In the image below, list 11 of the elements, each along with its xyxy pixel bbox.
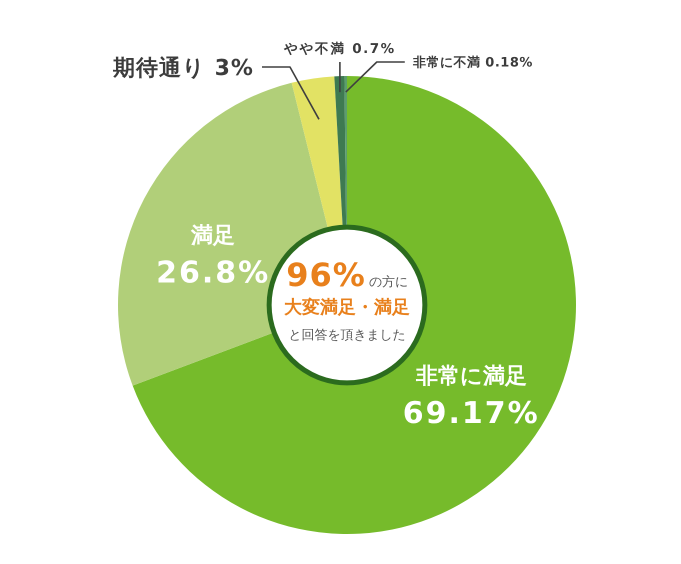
slice-label: 満足: [190, 224, 236, 249]
text: 96%: [286, 256, 366, 294]
slice-label: 非常に満足: [414, 364, 527, 390]
slice-label: やや不満 0.7%: [283, 41, 396, 57]
text: の方に: [368, 274, 408, 290]
slice-label: 非常に不満 0.18%: [412, 56, 533, 71]
slice-label: 期待通り 3%: [112, 56, 254, 81]
data-label: 26.8%: [156, 256, 270, 291]
text: と回答を頂きました: [288, 328, 406, 343]
data-label: 69.17%: [402, 396, 540, 432]
text: 大変満足・満足: [283, 297, 410, 318]
